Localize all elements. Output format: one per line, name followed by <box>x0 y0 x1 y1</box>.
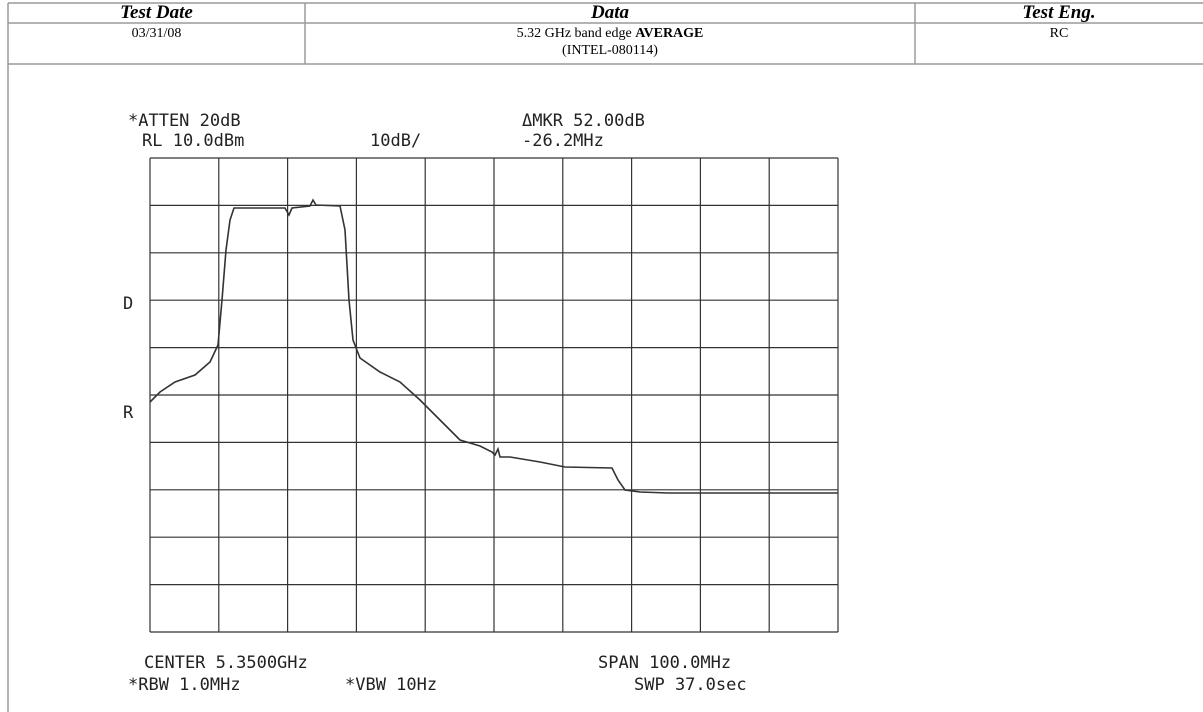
engineer-cell: RC <box>1049 26 1069 41</box>
spectrum-trace <box>149 198 838 494</box>
center-label: CENTER 5.3500GHz <box>144 653 308 673</box>
sweep-label: SWP 37.0sec <box>634 675 747 695</box>
rbw-label: *RBW 1.0MHz <box>128 675 241 695</box>
header-cell: Data <box>591 2 629 23</box>
data-emphasis: AVERAGE <box>635 26 704 41</box>
marker-freq-label: -26.2MHz <box>522 131 604 151</box>
scale-label: 10dB/ <box>370 131 421 151</box>
side-mark: D <box>123 294 133 314</box>
marker-label: ΔMKR 52.00dB <box>522 111 645 131</box>
header-cell: Test Eng. <box>1022 2 1096 23</box>
vbw-label: *VBW 10Hz <box>345 675 437 695</box>
atten-label: *ATTEN 20dB <box>128 111 241 131</box>
data-cell: 5.32 GHz band edge AVERAGE (INTEL-080114… <box>305 25 915 59</box>
data-text: 5.32 GHz band edge <box>516 26 632 41</box>
side-mark: R <box>123 403 134 423</box>
ref-level-label: RL 10.0dBm <box>142 131 244 151</box>
date-cell: 03/31/08 <box>131 26 182 41</box>
data-reference: (INTEL-080114) <box>562 43 658 58</box>
header-cell: Test Date <box>120 2 193 23</box>
span-label: SPAN 100.0MHz <box>598 653 731 673</box>
